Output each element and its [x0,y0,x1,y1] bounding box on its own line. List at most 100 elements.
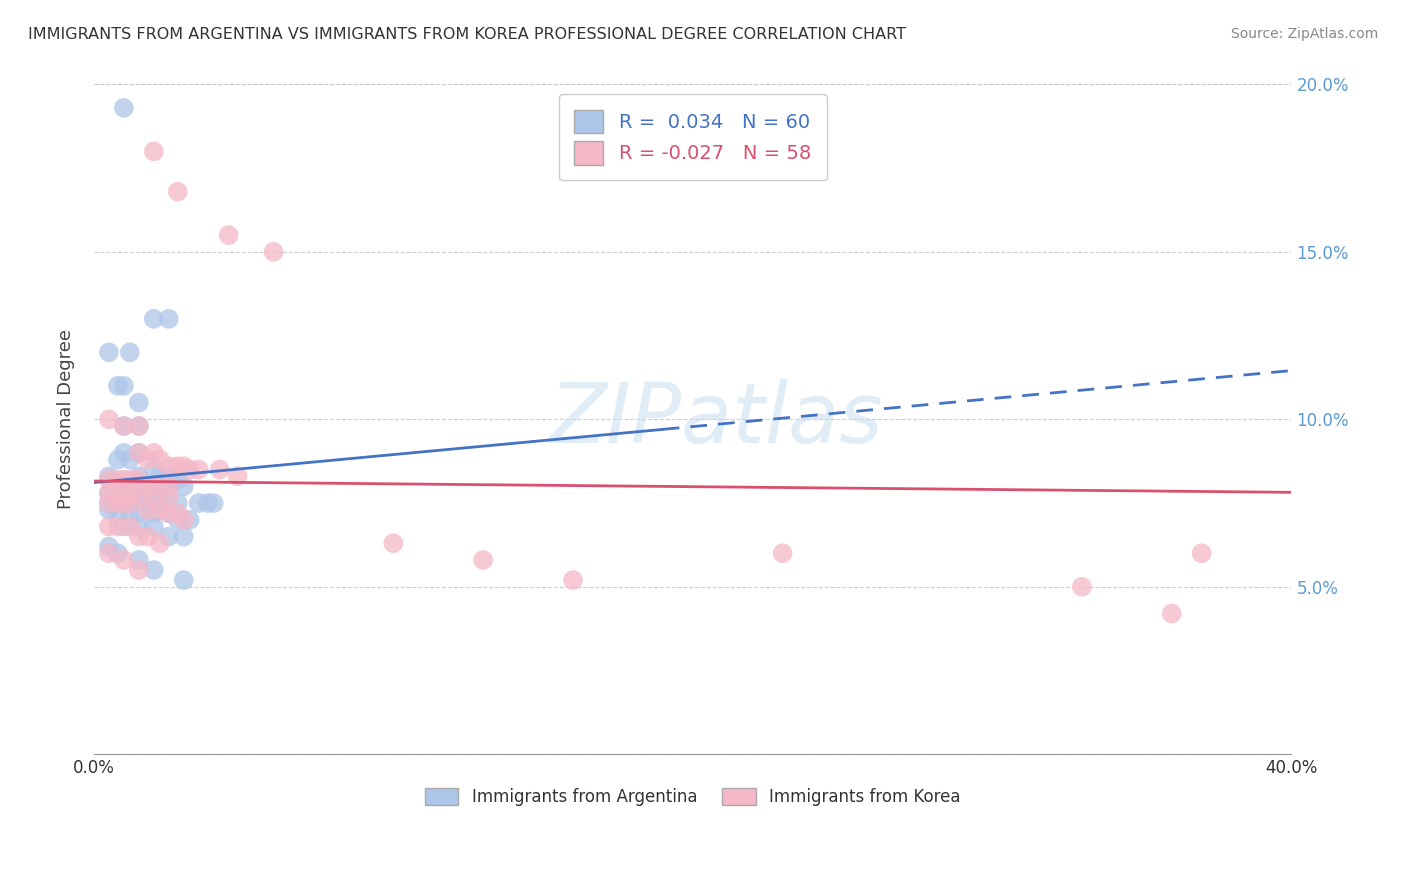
Point [157,479,180,493]
Point [157,506,180,520]
Point [136,479,159,493]
Point [107,486,129,500]
Point [157,311,180,326]
Point [173,479,195,493]
Point [157,506,180,520]
Point [128,446,150,460]
Y-axis label: Professional Degree: Professional Degree [58,329,75,509]
Point [128,419,150,434]
Point [149,502,172,516]
Point [218,228,240,243]
Point [112,496,135,510]
Point [136,529,159,543]
Point [97,519,120,533]
Point [166,506,188,520]
Point [197,496,219,510]
Point [157,489,180,503]
Point [107,496,129,510]
Point [226,469,249,483]
Point [118,519,141,533]
Point [107,506,129,520]
Point [112,419,135,434]
Point [1191,546,1213,560]
Point [97,486,120,500]
Point [118,496,141,510]
Point [107,519,129,533]
Point [107,496,129,510]
Point [179,513,201,527]
Point [128,395,150,409]
Point [263,244,285,259]
Point [112,486,135,500]
Point [157,479,180,493]
Point [149,489,172,503]
Point [1070,580,1092,594]
Point [97,540,120,554]
Point [97,502,120,516]
Point [128,419,150,434]
Point [128,489,150,503]
Point [107,473,129,487]
Point [107,546,129,560]
Text: Source: ZipAtlas.com: Source: ZipAtlas.com [1230,27,1378,41]
Point [112,473,135,487]
Point [112,486,135,500]
Point [118,452,141,467]
Point [142,563,165,577]
Point [112,101,135,115]
Point [136,452,159,467]
Text: IMMIGRANTS FROM ARGENTINA VS IMMIGRANTS FROM KOREA PROFESSIONAL DEGREE CORRELATI: IMMIGRANTS FROM ARGENTINA VS IMMIGRANTS … [28,27,905,42]
Point [118,496,141,510]
Point [107,379,129,393]
Point [149,469,172,483]
Point [166,513,188,527]
Text: ZIPatlas: ZIPatlas [550,379,883,459]
Point [107,452,129,467]
Point [97,473,120,487]
Point [187,462,209,476]
Point [173,529,195,543]
Point [142,446,165,460]
Point [772,546,794,560]
Point [128,529,150,543]
Point [128,489,150,503]
Point [112,446,135,460]
Point [97,469,120,483]
Point [142,145,165,159]
Point [118,473,141,487]
Point [112,553,135,567]
Point [202,496,225,510]
Point [157,529,180,543]
Point [97,486,120,500]
Point [166,473,188,487]
Point [173,459,195,474]
Point [128,553,150,567]
Legend: Immigrants from Argentina, Immigrants from Korea: Immigrants from Argentina, Immigrants fr… [419,781,967,813]
Point [136,502,159,516]
Point [149,452,172,467]
Point [187,496,209,510]
Point [97,345,120,359]
Point [118,506,141,520]
Point [157,469,180,483]
Point [97,546,120,560]
Point [107,486,129,500]
Point [128,506,150,520]
Point [173,513,195,527]
Point [118,486,141,500]
Point [142,479,165,493]
Point [149,496,172,510]
Point [382,536,405,550]
Point [97,496,120,510]
Point [561,573,583,587]
Point [118,345,141,359]
Point [118,486,141,500]
Point [166,185,188,199]
Point [179,462,201,476]
Point [128,446,150,460]
Point [97,412,120,426]
Point [142,489,165,503]
Point [112,496,135,510]
Point [112,379,135,393]
Point [142,311,165,326]
